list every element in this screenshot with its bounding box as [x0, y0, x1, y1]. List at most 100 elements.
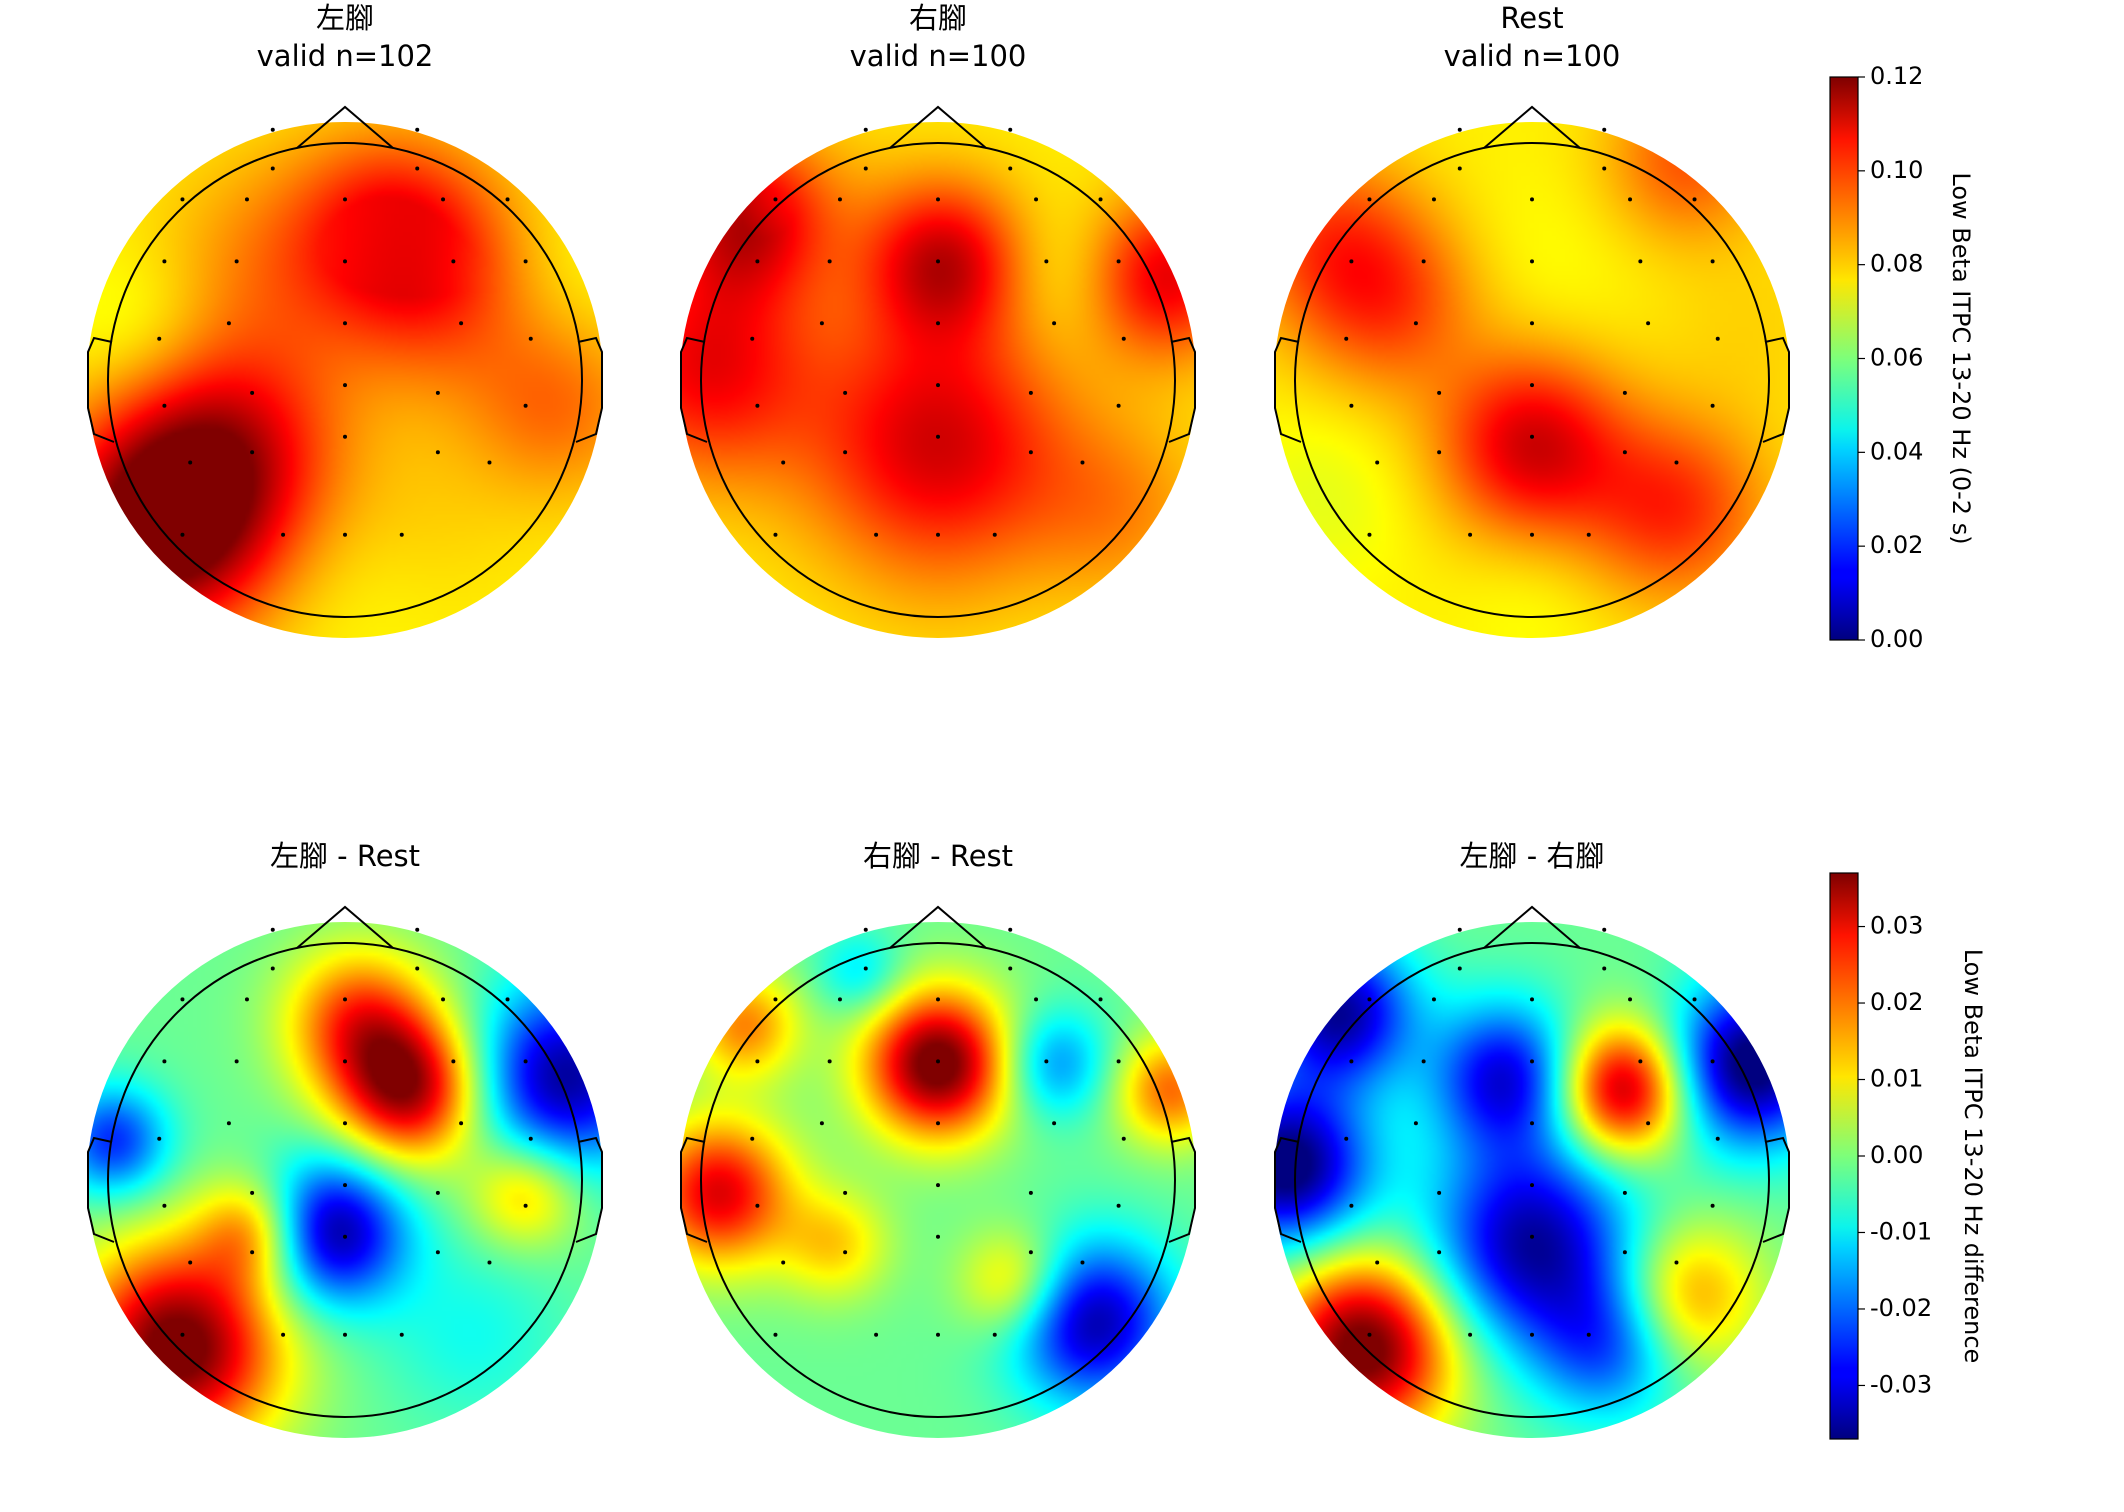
- sensor-dot: [843, 390, 848, 395]
- right-ear-outline: [1762, 336, 1790, 443]
- sensor-dot: [992, 1332, 997, 1337]
- sensor-dot: [1710, 403, 1715, 408]
- sensor-dot: [343, 1059, 347, 1064]
- panel-title: 右腳 - Rest: [863, 839, 1013, 873]
- sensor-dot: [1413, 1121, 1418, 1126]
- sensor-dot: [1530, 1121, 1534, 1126]
- sensor-dot: [1457, 166, 1462, 171]
- sensor-dot: [523, 1059, 528, 1064]
- sensor-dot: [1367, 1332, 1372, 1337]
- sensor-dot: [1586, 1332, 1591, 1337]
- sensor-dot: [773, 532, 778, 537]
- sensor-dot: [781, 1260, 786, 1265]
- sensor-dot: [180, 997, 185, 1002]
- sensor-dot: [343, 1121, 347, 1126]
- sensor-dot: [863, 166, 868, 171]
- sensor-dot: [1638, 259, 1643, 264]
- head-outline: [107, 942, 583, 1418]
- sensor-dot: [162, 403, 167, 408]
- sensor-dot: [1052, 1121, 1057, 1126]
- topomap-field: [87, 922, 603, 1438]
- sensor-dot: [936, 197, 940, 202]
- colorbar-tick-label: 0.08: [1870, 250, 1923, 278]
- sensor-dot: [270, 127, 275, 132]
- right-ear-outline: [1168, 336, 1196, 443]
- sensor-dot: [936, 383, 940, 388]
- topomap-panel: 右腳 valid n=100: [680, 1, 1196, 638]
- sensor-dot: [180, 197, 185, 202]
- sensor-dot: [343, 321, 347, 326]
- sensor-dot: [1116, 1203, 1121, 1208]
- sensor-dot: [1034, 997, 1039, 1002]
- sensor-dot: [843, 1190, 848, 1195]
- sensor-dot: [270, 966, 275, 971]
- sensor-dot: [451, 1059, 456, 1064]
- sensor-dot: [936, 1332, 940, 1337]
- nose-outline: [889, 105, 987, 149]
- sensor-dot: [441, 997, 446, 1002]
- sensor-dot: [781, 460, 786, 465]
- sensor-dot: [827, 1059, 832, 1064]
- topomap-field: [1274, 922, 1790, 1438]
- sensor-dot: [162, 1203, 167, 1208]
- sensor-dot: [755, 1203, 760, 1208]
- sensor-dot: [1674, 1260, 1679, 1265]
- sensor-dot: [936, 1183, 940, 1188]
- topomap-panel: 右腳 - Rest: [680, 839, 1196, 1438]
- panel-subtitle: valid n=102: [257, 39, 434, 73]
- sensor-dot: [244, 997, 249, 1002]
- colorbar-label: Low Beta ITPC 13-20 Hz difference: [1959, 949, 1987, 1364]
- sensor-dot: [1116, 403, 1121, 408]
- sensor-dot: [1530, 1234, 1534, 1239]
- sensor-dot: [435, 1250, 440, 1255]
- sensor-dot: [827, 259, 832, 264]
- sensor-dot: [1530, 1332, 1534, 1337]
- left-ear-outline: [87, 336, 115, 443]
- head-outline: [1294, 142, 1770, 618]
- sensor-dot: [1080, 1260, 1085, 1265]
- colorbar-tick-label: 0.12: [1870, 62, 1923, 90]
- sensor-dot: [1344, 1136, 1349, 1141]
- sensor-dot: [528, 336, 533, 341]
- sensor-dot: [1457, 927, 1462, 932]
- sensor-dot: [863, 927, 868, 932]
- sensor-dot: [1421, 259, 1426, 264]
- colorbar-tick-label: 0.10: [1870, 156, 1923, 184]
- sensor-dot: [936, 532, 940, 537]
- sensor-dot: [1530, 1059, 1534, 1064]
- sensor-dot: [180, 1332, 185, 1337]
- sensor-dot: [1116, 259, 1121, 264]
- sensor-dot: [1715, 336, 1720, 341]
- sensor-dot: [1457, 127, 1462, 132]
- right-ear-outline: [1168, 1136, 1196, 1243]
- sensor-dot: [1602, 966, 1607, 971]
- sensor-dot: [1530, 1183, 1534, 1188]
- left-ear-outline: [680, 336, 708, 443]
- sensor-dot: [750, 336, 755, 341]
- sensor-dot: [523, 1203, 528, 1208]
- panel-title: 右腳: [909, 1, 967, 35]
- left-ear-outline: [1274, 336, 1302, 443]
- sensor-dot: [1121, 1136, 1126, 1141]
- nose-outline: [1483, 105, 1581, 149]
- sensor-dot: [773, 997, 778, 1002]
- sensor-dot: [1715, 1136, 1720, 1141]
- sensor-dot: [487, 1260, 492, 1265]
- sensor-dot: [1692, 197, 1697, 202]
- sensor-dot: [1121, 336, 1126, 341]
- sensor-dot: [837, 997, 842, 1002]
- sensor-dot: [1431, 197, 1436, 202]
- sensor-dot: [487, 460, 492, 465]
- sensor-dot: [874, 1332, 879, 1337]
- sensor-dot: [1044, 1059, 1049, 1064]
- sensor-dot: [1710, 1059, 1715, 1064]
- sensor-dot: [819, 321, 824, 326]
- sensor-dot: [234, 1059, 239, 1064]
- topomap-field: [680, 122, 1196, 638]
- panel-title: 左腳 - Rest: [270, 839, 420, 873]
- sensor-dot: [1413, 321, 1418, 326]
- sensor-dot: [226, 1121, 231, 1126]
- sensor-dot: [234, 259, 239, 264]
- sensor-dot: [1530, 197, 1534, 202]
